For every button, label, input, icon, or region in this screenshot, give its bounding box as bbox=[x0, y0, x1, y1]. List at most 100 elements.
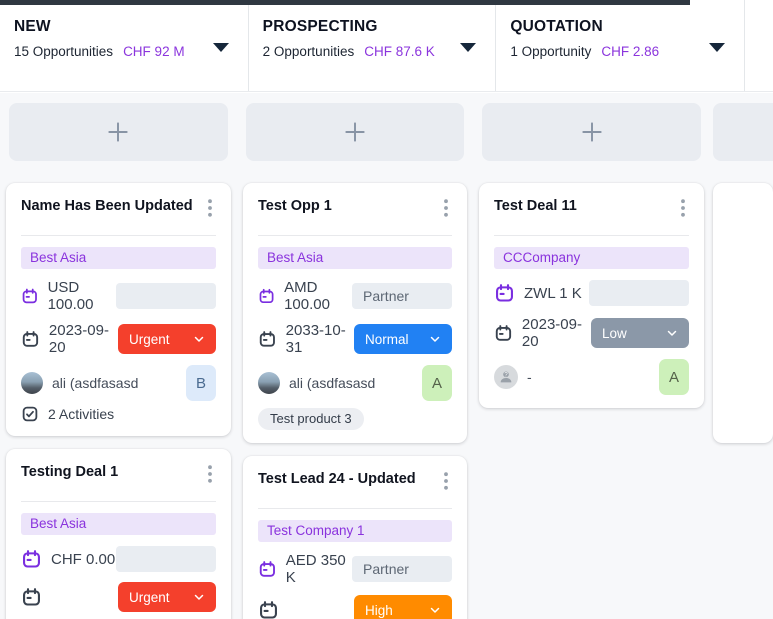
initial-badge: A bbox=[658, 359, 689, 395]
top-scroll-bar bbox=[0, 0, 690, 5]
partner-pill: Partner bbox=[352, 556, 453, 582]
add-opportunity-button[interactable] bbox=[9, 103, 228, 161]
pipeline-stage-header: NEW 15 Opportunities CHF 92 M PROSPECTIN… bbox=[0, 0, 773, 92]
priority-dropdown[interactable]: Urgent bbox=[117, 582, 216, 612]
stage-name: NEW bbox=[14, 18, 51, 35]
priority-label: High bbox=[365, 602, 393, 618]
stage-count: 2 Opportunities bbox=[262, 44, 355, 59]
kebab-menu-icon[interactable] bbox=[440, 470, 452, 497]
calendar-icon bbox=[495, 324, 512, 341]
divider bbox=[494, 235, 689, 236]
divider bbox=[257, 508, 453, 509]
activities-row: 2 Activities bbox=[21, 405, 216, 423]
kanban-column-new: Name Has Been Updated Best Asia USD 100.… bbox=[0, 93, 237, 619]
plus-icon bbox=[108, 122, 129, 142]
add-opportunity-button[interactable] bbox=[482, 103, 701, 161]
company-tag: CCCompany bbox=[494, 247, 689, 269]
divider bbox=[21, 501, 216, 502]
opportunity-card[interactable]: Test Opp 1 Best Asia AMD 100.00 Partner bbox=[242, 183, 468, 443]
stage-amount: CHF 92 M bbox=[123, 44, 185, 59]
kebab-menu-icon[interactable] bbox=[677, 197, 689, 224]
owner-name: ali (asdfasasd bbox=[288, 375, 376, 391]
opportunity-card[interactable]: Testing Deal 1 Best Asia CHF 0.00 bbox=[6, 449, 231, 619]
card-title: Test Deal 11 bbox=[494, 198, 577, 214]
card-list: Test Deal 11 CCCompany ZWL 1 K bbox=[479, 183, 704, 408]
chevron-down-icon[interactable] bbox=[709, 43, 725, 52]
owner-name: ali (asdfasasd bbox=[52, 375, 139, 391]
priority-dropdown[interactable]: Urgent bbox=[117, 324, 216, 354]
stage-header-prospecting: PROSPECTING 2 Opportunities CHF 87.6 K bbox=[249, 0, 497, 91]
card-list: Test Opp 1 Best Asia AMD 100.00 Partner bbox=[242, 183, 468, 619]
priority-dropdown[interactable]: Normal bbox=[354, 324, 453, 354]
partner-pill bbox=[588, 280, 689, 306]
partner-pill: Partner bbox=[352, 283, 453, 309]
date-row: 2023-09-20 Low bbox=[494, 316, 689, 350]
kanban-column-quotation: Test Deal 11 CCCompany ZWL 1 K bbox=[473, 93, 710, 619]
chevron-down-icon bbox=[194, 336, 204, 342]
close-date: 2023-09-20 bbox=[521, 316, 582, 350]
opportunity-card[interactable]: Name Has Been Updated Best Asia USD 100.… bbox=[6, 183, 231, 436]
owner-row: ali (asdfasasd B bbox=[21, 365, 216, 401]
stage-name: QUOTATION bbox=[510, 18, 603, 35]
amount-value: AMD 100.00 bbox=[284, 279, 330, 313]
company-tag: Best Asia bbox=[257, 247, 453, 269]
kebab-menu-icon[interactable] bbox=[204, 197, 216, 224]
priority-dropdown[interactable]: High bbox=[354, 595, 453, 619]
chevron-down-icon bbox=[430, 607, 440, 613]
amount-row: CHF 0.00 bbox=[21, 545, 216, 573]
amount-value: AED 350 K bbox=[285, 552, 346, 586]
plus-icon bbox=[345, 122, 365, 142]
amount-row: AED 350 K Partner bbox=[258, 552, 453, 586]
svg-text:?: ? bbox=[504, 372, 508, 378]
card-title: Testing Deal 1 bbox=[21, 464, 119, 480]
opportunity-card[interactable] bbox=[712, 183, 773, 443]
opportunity-card[interactable]: Test Lead 24 - Updated Test Company 1 AE… bbox=[242, 456, 468, 619]
divider bbox=[21, 235, 216, 236]
add-opportunity-button[interactable] bbox=[712, 103, 773, 161]
initial-badge: B bbox=[185, 365, 216, 401]
chevron-down-icon[interactable] bbox=[460, 43, 477, 52]
close-date: 2033-10-31 bbox=[285, 322, 346, 356]
opportunity-card[interactable]: Test Deal 11 CCCompany ZWL 1 K bbox=[479, 183, 704, 408]
kebab-menu-icon[interactable] bbox=[440, 197, 452, 224]
calendar-icon bbox=[496, 283, 514, 302]
priority-label: Urgent bbox=[128, 331, 170, 347]
owner-row: ? - A bbox=[494, 359, 689, 395]
stage-header-quotation: QUOTATION 1 Opportunity CHF 2.86 bbox=[496, 0, 745, 91]
chevron-down-icon bbox=[430, 336, 440, 342]
company-tag: Best Asia bbox=[21, 513, 216, 535]
calendar-icon bbox=[259, 330, 275, 347]
priority-label: Urgent bbox=[128, 589, 170, 605]
chevron-down-icon[interactable] bbox=[212, 43, 229, 52]
stage-count: 1 Opportunity bbox=[510, 44, 592, 59]
company-tag: Best Asia bbox=[21, 247, 216, 269]
calendar-icon bbox=[259, 560, 275, 577]
priority-dropdown[interactable]: Low bbox=[590, 318, 689, 348]
stage-amount: CHF 87.6 K bbox=[364, 44, 435, 59]
close-date: 2023-09-20 bbox=[48, 322, 109, 356]
partner-pill bbox=[115, 283, 216, 309]
plus-icon bbox=[581, 122, 602, 142]
person-icon: ? bbox=[500, 371, 512, 383]
company-tag: Test Company 1 bbox=[257, 520, 453, 542]
owner-name: - bbox=[527, 369, 532, 385]
calendar-icon bbox=[23, 549, 40, 568]
avatar-placeholder: ? bbox=[494, 365, 519, 389]
amount-row: AMD 100.00 Partner bbox=[258, 279, 453, 313]
avatar bbox=[257, 372, 280, 394]
card-title: Test Opp 1 bbox=[257, 198, 332, 214]
kanban-board: Name Has Been Updated Best Asia USD 100.… bbox=[0, 93, 773, 619]
kebab-menu-icon[interactable] bbox=[204, 463, 216, 490]
activities-count: 2 Activities bbox=[48, 406, 115, 422]
calendar-icon bbox=[22, 288, 37, 303]
kanban-column-prospecting: Test Opp 1 Best Asia AMD 100.00 Partner bbox=[237, 93, 473, 619]
chevron-down-icon bbox=[667, 330, 677, 336]
card-list bbox=[712, 183, 773, 443]
date-row: 2033-10-31 Normal bbox=[258, 322, 453, 356]
date-row: Urgent bbox=[21, 582, 216, 612]
calendar-icon bbox=[23, 587, 40, 606]
amount-value: ZWL 1 K bbox=[524, 284, 582, 302]
amount-row: ZWL 1 K bbox=[494, 279, 689, 307]
add-opportunity-button[interactable] bbox=[245, 103, 465, 161]
owner-row: ali (asdfasasd A bbox=[257, 365, 453, 401]
